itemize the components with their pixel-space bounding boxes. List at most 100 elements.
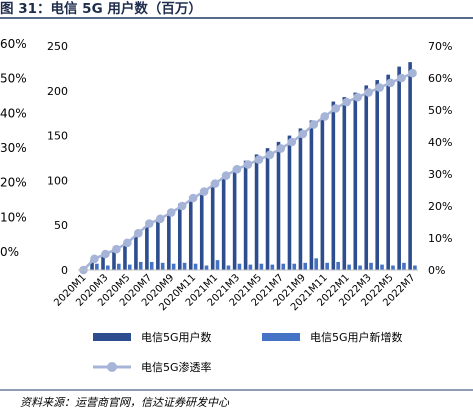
right-y-axis: 0% 10% 20% 30% 40% 50% 60% 70%: [428, 40, 452, 277]
new-users-bar: [182, 262, 187, 270]
penetration-rate-point: [90, 254, 99, 264]
penetration-rate-point: [210, 179, 220, 188]
right-axis-tick-label: 30%: [428, 168, 452, 181]
penetration-rate-point: [397, 73, 406, 83]
total-users-bar: [210, 182, 215, 270]
penetration-rate-line: [79, 68, 417, 275]
new-users-bar: [358, 265, 362, 270]
new-users-bar: [237, 263, 242, 270]
penetration-rate-point: [221, 171, 231, 180]
total-users-bar: [199, 192, 204, 270]
chart-title: 图 31：电信 5G 用户数（百万）: [0, 0, 202, 17]
total-users-bar: [342, 97, 347, 270]
right-axis-tick-label: 40%: [428, 136, 452, 149]
total-users-bar: [188, 196, 193, 270]
penetration-rate-point: [265, 150, 275, 160]
total-users-bar: [134, 235, 138, 270]
left-y-axis: 0 50 100 150 200 250: [47, 40, 68, 277]
legend-label-rate: 电信5G渗透率: [141, 360, 212, 374]
legend-marker-rate: [107, 362, 117, 372]
far-left-axis-tick-label: 20%: [0, 176, 27, 190]
new-users-bar: [314, 258, 319, 270]
total-users-bar: [320, 115, 325, 270]
far-left-axis-tick-label: 50%: [0, 72, 27, 86]
new-users-bar: [204, 265, 209, 270]
penetration-rate-point: [123, 238, 132, 248]
penetration-rate-point: [287, 137, 297, 147]
penetration-rate-point: [364, 88, 373, 97]
total-users-bar: [156, 218, 160, 270]
new-users-bar: [259, 263, 264, 270]
right-axis-tick-label: 50%: [428, 104, 452, 117]
penetration-rate-point: [408, 68, 417, 78]
penetration-rate-point: [112, 244, 121, 254]
legend-swatch-new: [262, 333, 300, 341]
new-users-bar: [248, 264, 253, 270]
left-axis-tick-label: 100: [47, 174, 68, 187]
far-left-axis-tick-label: 40%: [0, 106, 27, 120]
penetration-rate-point: [166, 208, 176, 217]
penetration-rate-path: [82, 72, 414, 271]
total-users-bar: [331, 101, 336, 270]
new-users-bar: [413, 265, 417, 270]
penetration-rate-point: [199, 187, 209, 196]
new-users-bar: [95, 263, 99, 270]
new-users-bar: [347, 264, 351, 270]
total-users-bar: [254, 154, 259, 270]
legend-label-new: 电信5G用户新增数: [310, 330, 403, 344]
new-users-bar: [171, 263, 176, 270]
new-users-bar: [325, 262, 329, 270]
x-axis: 2020M12020M32020M52020M72020M92020M11202…: [52, 272, 417, 313]
penetration-rate-point: [144, 219, 154, 228]
new-users-bar: [402, 262, 406, 270]
new-users-bar: [193, 263, 198, 270]
new-users-bar: [270, 264, 275, 270]
left-axis-tick-label: 150: [47, 130, 68, 143]
penetration-rate-point: [298, 129, 308, 139]
penetration-rate-point: [155, 214, 165, 224]
legend-swatch-total: [93, 333, 131, 341]
new-users-bar: [226, 265, 231, 270]
total-users-bar: [309, 120, 314, 271]
penetration-rate-point: [188, 193, 198, 203]
total-users-bar: [375, 80, 380, 270]
total-users-bar: [145, 226, 149, 270]
total-users-bar: [386, 74, 390, 270]
total-users-bar: [90, 260, 94, 270]
right-axis-tick-label: 70%: [428, 40, 452, 53]
new-users-bar: [160, 262, 165, 270]
new-users-bar: [336, 261, 340, 270]
far-left-axis-tick-label: 10%: [0, 210, 27, 224]
new-users-bar: [149, 261, 154, 270]
total-users-bar: [221, 176, 226, 270]
penetration-rate-point: [375, 83, 384, 92]
new-users-bar: [127, 264, 132, 270]
far-left-axis-tick-label: 0%: [0, 245, 19, 259]
left-axis-tick-label: 200: [47, 85, 68, 98]
new-users-bar: [303, 262, 308, 270]
penetration-rate-point: [243, 160, 253, 169]
right-axis-tick-label: 0%: [428, 264, 445, 277]
penetration-rate-point: [232, 164, 242, 174]
new-users-bar: [380, 264, 384, 270]
legend-label-total: 电信5G用户数: [141, 330, 212, 344]
penetration-rate-point: [177, 201, 187, 211]
left-axis-tick-label: 250: [47, 40, 68, 53]
new-users-bar: [391, 265, 395, 270]
far-left-axis: 0% 10% 20% 30% 40% 50% 60%: [0, 37, 27, 259]
right-axis-tick-label: 20%: [428, 200, 452, 213]
new-users-bar: [116, 263, 121, 270]
penetration-rate-point: [342, 97, 352, 107]
total-users-bar: [123, 243, 127, 270]
legend: 电信5G用户数 电信5G用户新增数 电信5G渗透率: [93, 330, 403, 374]
penetration-rate-point: [276, 144, 286, 153]
penetration-rate-point: [134, 228, 143, 238]
new-users-bars: [95, 258, 417, 270]
total-users-bar: [112, 250, 116, 270]
left-axis-tick-label: 0: [61, 264, 68, 277]
far-left-axis-tick-label: 30%: [0, 141, 27, 155]
new-users-bar: [292, 263, 297, 270]
total-users-bar: [177, 203, 182, 270]
total-users-bar: [364, 85, 369, 270]
